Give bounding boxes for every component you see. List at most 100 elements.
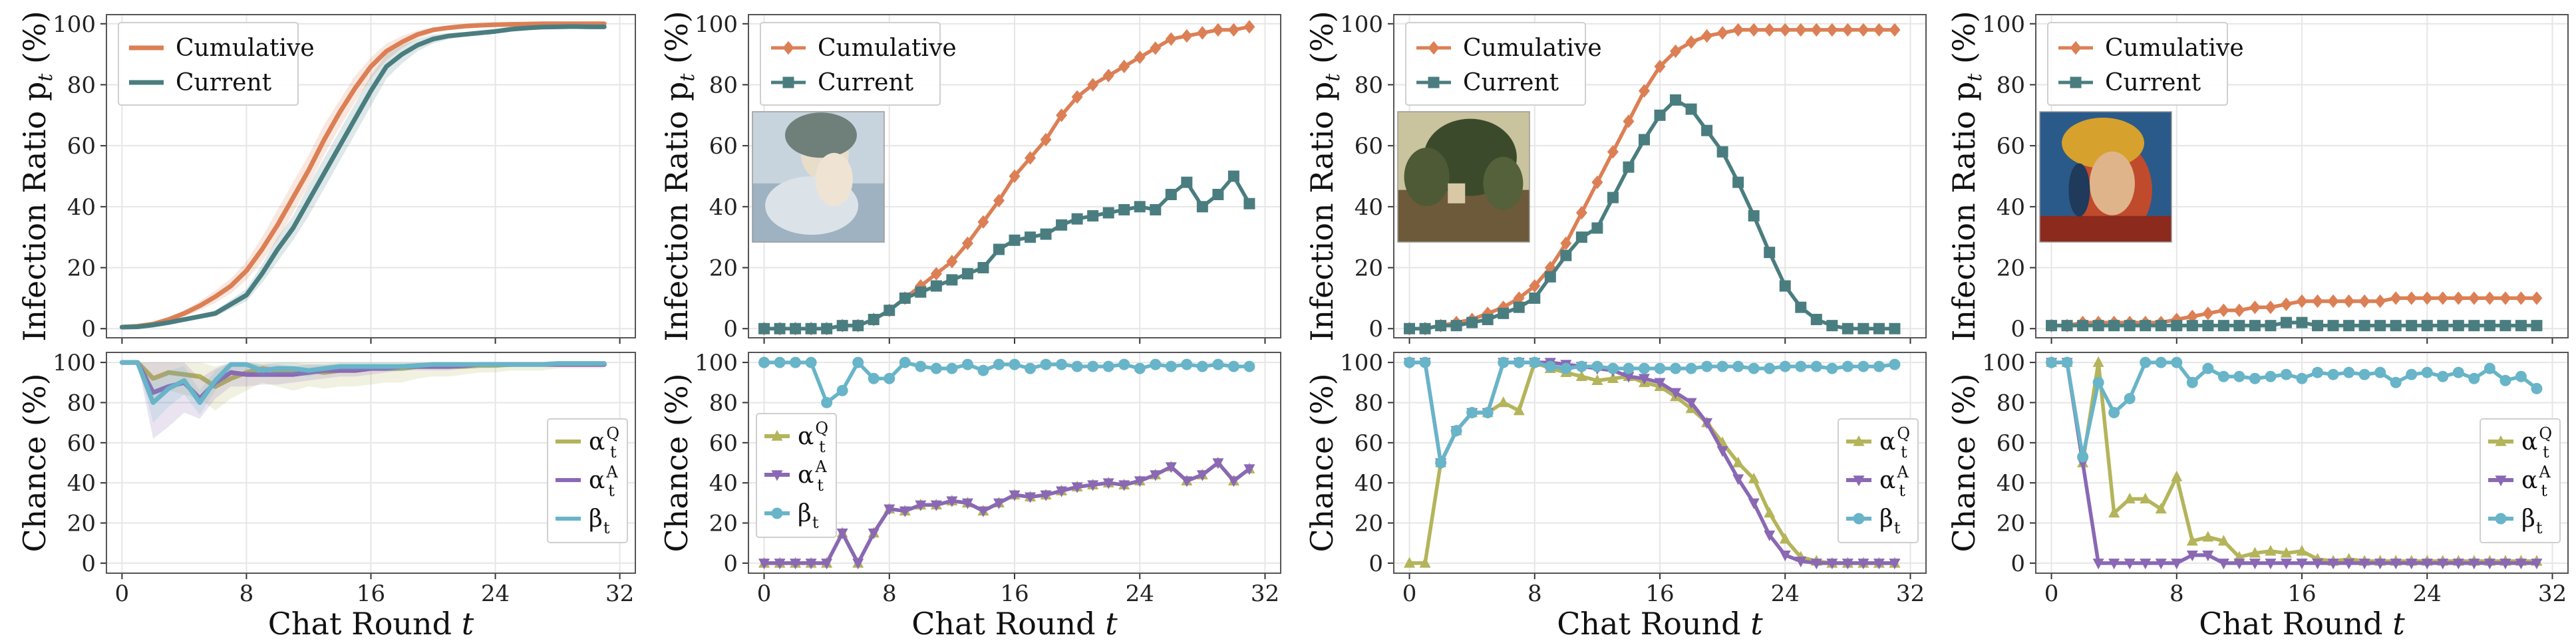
data-point (1810, 360, 1822, 372)
data-point (2077, 320, 2089, 332)
data-point (1009, 358, 1021, 370)
data-point (1181, 176, 1193, 188)
data-point (899, 506, 911, 517)
data-point (2202, 551, 2214, 562)
y-tick-label: 20 (709, 255, 738, 282)
infection-ratio-plot: 0 20 40 60 80 100 Cumulative Current Infection R… (1946, 11, 2569, 344)
data-point (1638, 374, 1650, 385)
data-point (2421, 291, 2433, 305)
data-point (2343, 320, 2355, 332)
data-point (1810, 23, 1822, 37)
data-point (2217, 559, 2229, 570)
data-point (1826, 362, 1838, 374)
data-point (1716, 26, 1728, 40)
series-current (758, 170, 1255, 334)
data-point (1243, 20, 1255, 34)
data-point (2390, 559, 2402, 570)
data-point (1748, 472, 1760, 483)
series-alphaA (2046, 358, 2543, 570)
data-point (2265, 545, 2277, 556)
data-point (2374, 559, 2386, 570)
data-point (1071, 360, 1083, 372)
y-tick-label: 40 (709, 470, 738, 497)
portrait-thumbnail (752, 111, 885, 243)
series-line (762, 461, 1251, 565)
data-point (2421, 320, 2433, 332)
axes-frame (106, 352, 636, 574)
x-tick-label: 16 (1000, 580, 1029, 607)
data-point (1040, 228, 1052, 240)
y-tick-label: 100 (1340, 11, 1383, 38)
data-point (2515, 291, 2527, 305)
data-point (836, 384, 848, 396)
data-point (2437, 370, 2449, 382)
data-point (1165, 32, 1177, 46)
y-tick-label: 60 (1997, 133, 2025, 160)
data-point (2327, 368, 2339, 380)
data-point (2484, 559, 2496, 570)
data-point (1732, 176, 1744, 188)
data-point (1732, 456, 1744, 467)
data-point (2499, 374, 2511, 386)
data-point (977, 506, 989, 517)
data-point (2217, 303, 2229, 317)
y-tick-label: 20 (1355, 511, 1383, 537)
data-point (1873, 360, 1885, 372)
data-point (1435, 457, 1447, 469)
y-tick-label: 40 (67, 470, 96, 497)
data-point (2233, 370, 2245, 382)
x-tick-label: 32 (1896, 580, 1925, 607)
data-point (930, 500, 942, 511)
data-point (2092, 320, 2104, 332)
series-line (119, 360, 607, 405)
y-tick-label: 60 (709, 133, 738, 160)
data-point (2171, 320, 2183, 332)
data-point (1764, 23, 1776, 37)
y-axis-title: Infection Ratio pt (%) (659, 11, 699, 341)
data-point (2092, 356, 2104, 367)
legend-label: Cumulative (1463, 35, 1602, 62)
data-point (930, 280, 942, 292)
data-point (1638, 84, 1650, 98)
x-axis-title: Chat Round t (268, 606, 474, 641)
data-point (2155, 356, 2167, 368)
data-point (1716, 360, 1728, 372)
data-point (2406, 368, 2418, 380)
legend-label: αQ t (1879, 424, 1910, 461)
y-axis-title: Chance (%) (1304, 373, 1340, 552)
data-point (2296, 317, 2308, 328)
data-point (2186, 320, 2198, 332)
data-point (2140, 320, 2152, 332)
confidence-band (122, 362, 605, 439)
data-point (2046, 356, 2058, 368)
data-point (1212, 458, 1224, 469)
data-point (961, 358, 973, 370)
x-tick-label: 8 (240, 580, 254, 607)
legend-box (756, 413, 837, 538)
data-point (2358, 294, 2370, 309)
chance-plot: 0 20 40 60 80 100 0 8 16 24 32 αQ tαA t βt Chance (%) Ch… (1304, 350, 1927, 641)
data-point (1181, 476, 1193, 487)
data-point (2531, 291, 2543, 305)
data-point (993, 243, 1005, 255)
data-point (946, 255, 958, 269)
data-point (1243, 197, 1255, 209)
y-tick-label: 0 (2011, 551, 2025, 577)
data-point (1071, 482, 1083, 493)
data-point (1009, 490, 1021, 501)
data-point (1889, 559, 1901, 570)
x-tick-label: 24 (2413, 580, 2442, 607)
data-point (1102, 478, 1114, 489)
data-point (2217, 535, 2229, 546)
y-tick-label: 40 (1355, 194, 1383, 221)
data-point (1482, 313, 1494, 325)
data-point (2327, 320, 2339, 332)
data-point (1181, 358, 1193, 370)
legend-label: βt (798, 500, 819, 532)
data-point (1544, 271, 1556, 283)
data-point (2202, 320, 2214, 332)
data-point (2358, 368, 2370, 380)
data-point (1196, 470, 1208, 481)
data-point (2531, 559, 2543, 570)
